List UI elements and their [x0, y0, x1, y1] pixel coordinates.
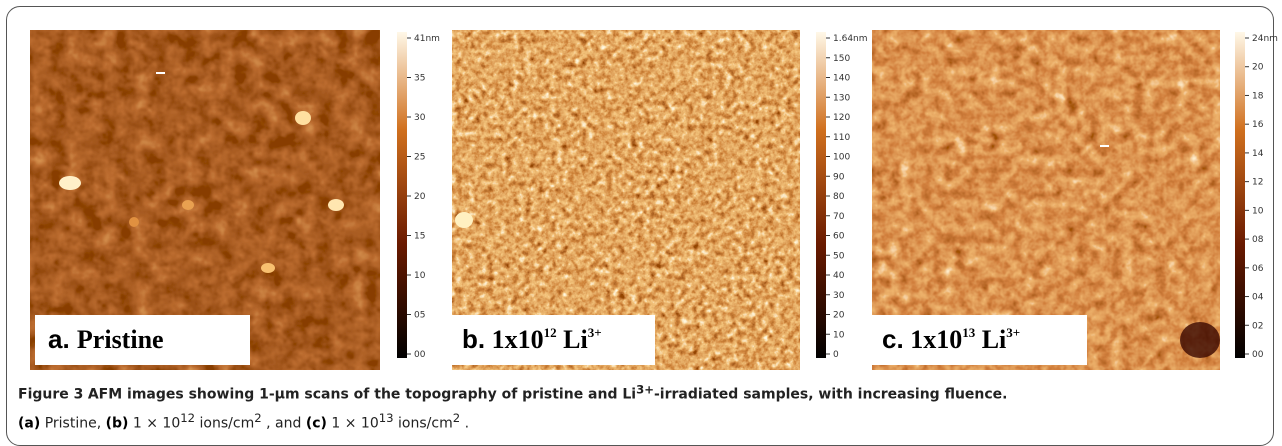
colorbar-tick-label: 35: [414, 74, 425, 84]
colorbar-tick-label: 30: [833, 291, 845, 301]
caption: Figure 3 AFM images showing 1-μm scans o…: [18, 378, 1008, 435]
panel-ref: (b): [106, 415, 129, 431]
label-charge: 3+: [588, 325, 602, 340]
panel-label-c: c. 1x1013 Li3+: [872, 315, 1087, 365]
colorbar-tick-label: 150: [833, 54, 850, 64]
caption-line: Figure 3 AFM images showing 1-μm scans o…: [18, 378, 1008, 407]
colorbar-tick-label: 30: [414, 113, 426, 123]
colorbar-tick-label: 04: [1252, 293, 1264, 303]
colorbar-tick-label: 10: [1252, 206, 1264, 216]
colorbar-tick-label: 20: [833, 311, 845, 321]
colorbar-tick-label: 20: [1252, 63, 1264, 73]
label-base: 1x10: [910, 325, 962, 354]
label-exp: 13: [962, 325, 976, 340]
label-prefix: c.: [882, 324, 904, 354]
colorbar-tick-label: 90: [833, 172, 845, 182]
caption-title: AFM images showing 1-μm scans of the top…: [88, 387, 636, 403]
colorbar-tick-label: 05: [414, 311, 425, 321]
colorbar-tick-label: 20: [414, 192, 426, 202]
colorbar-tick-label: 140: [833, 74, 850, 84]
colorbar-tick-label: 1.64nm: [833, 34, 868, 44]
colorbar-tick-label: 50: [833, 251, 845, 261]
label-prefix: b.: [462, 324, 485, 354]
panel-ref: (c): [306, 415, 327, 431]
caption-text: ions/cm: [398, 415, 453, 431]
colorbar: [1235, 32, 1245, 358]
panel-label: c. 1x1013 Li3+: [882, 324, 1020, 354]
colorbar-tick-label: 24nm: [1252, 34, 1278, 44]
caption-text: 1 × 10: [331, 415, 378, 431]
colorbar-tick-label: 120: [833, 113, 850, 123]
caption-text: ions/cm: [200, 415, 255, 431]
colorbar: [397, 32, 407, 358]
caption-sup: 12: [180, 411, 195, 425]
colorbar-tick-label: 15: [414, 232, 425, 242]
colorbar-tick-label: 41nm: [414, 34, 440, 44]
colorbar-tick-label: 14: [1252, 149, 1264, 159]
label-ion: Li: [982, 325, 1007, 354]
colorbar-tick-label: 00: [1252, 350, 1264, 360]
colorbar-tick-label: 18: [1252, 91, 1264, 101]
caption-sup: 3+: [636, 382, 654, 396]
label-ion: Li: [563, 325, 588, 354]
colorbar-tick-label: 08: [1252, 235, 1264, 245]
panel-label-b: b. 1x1012 Li3+: [452, 315, 655, 365]
colorbar-tick-label: 130: [833, 93, 850, 103]
colorbar-tick-label: 10: [414, 271, 426, 281]
caption-text: .: [465, 415, 469, 431]
panel-label-a: a. Pristine: [35, 315, 250, 365]
colorbar-tick-label: 00: [414, 350, 426, 360]
colorbar-tick-label: 100: [833, 153, 850, 163]
colorbar-tick-label: 60: [833, 232, 845, 242]
label-text: Pristine: [77, 325, 164, 354]
colorbar-tick-label: 70: [833, 212, 845, 222]
label-charge: 3+: [1006, 325, 1020, 340]
panel-label: a. Pristine: [48, 324, 164, 354]
caption-sup: 2: [254, 411, 261, 425]
caption-text: 1 × 10: [133, 415, 180, 431]
panel-label: b. 1x1012 Li3+: [462, 324, 602, 354]
label-base: 1x10: [492, 325, 544, 354]
colorbar-tick-label: 16: [1252, 120, 1264, 130]
label-prefix: a.: [48, 324, 70, 354]
caption-text: , and: [266, 415, 301, 431]
colorbar: [816, 32, 826, 358]
colorbar-tick-label: 110: [833, 133, 850, 143]
colorbar-tick-label: 10: [833, 330, 845, 340]
colorbar-tick-label: 12: [1252, 178, 1263, 188]
caption-title: -irradiated samples, with increasing flu…: [654, 387, 1008, 403]
colorbar-tick-label: 06: [1252, 264, 1264, 274]
figure-number: Figure 3: [18, 387, 83, 403]
caption-sup: 13: [379, 411, 394, 425]
colorbar-tick-label: 0: [833, 350, 839, 360]
colorbar-tick-label: 25: [414, 153, 425, 163]
colorbar-tick-label: 80: [833, 192, 845, 202]
colorbar-tick-label: 02: [1252, 321, 1263, 331]
colorbar-tick-label: 40: [833, 271, 845, 281]
caption-text: Pristine,: [45, 415, 101, 431]
caption-line: (a) Pristine, (b) 1 × 1012 ions/cm2 , an…: [18, 407, 1008, 436]
label-exp: 12: [544, 325, 557, 340]
panel-ref: (a): [18, 415, 40, 431]
figure: a. Pristine b. 1x1012 Li3+ c. 1x1013 Li3…: [0, 0, 1282, 380]
caption-sup: 2: [453, 411, 460, 425]
